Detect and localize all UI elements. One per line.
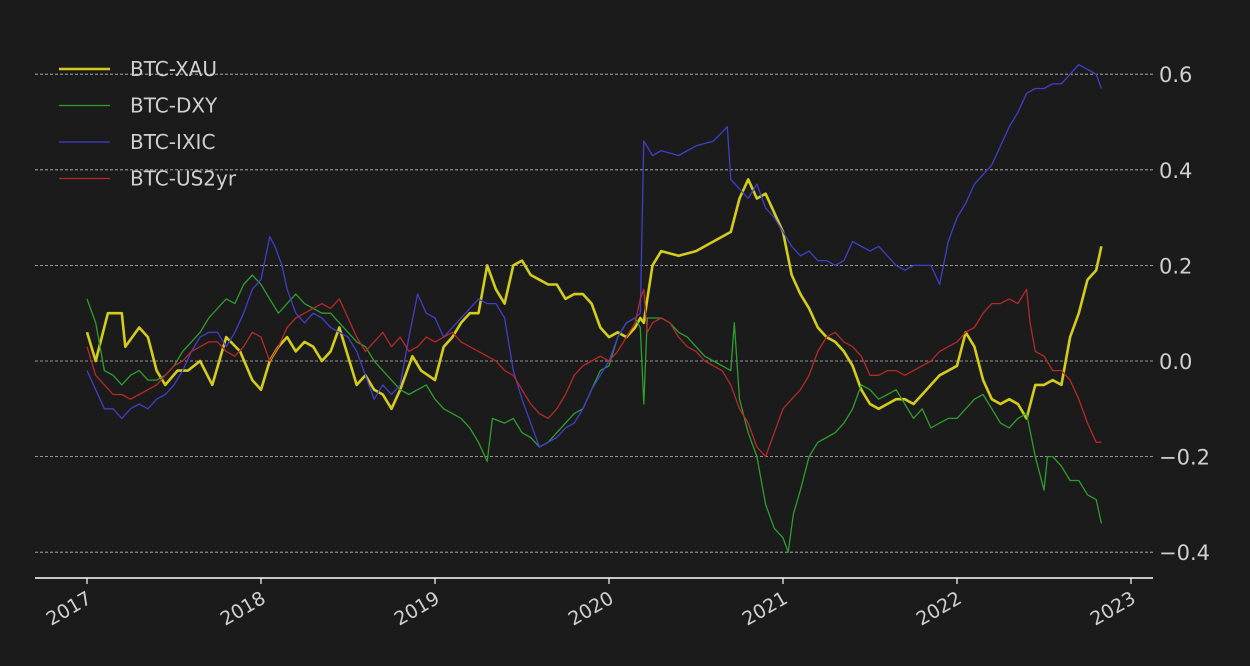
series-line-btc-xau [85, 178, 1103, 420]
y-tick-label: 0.2 [1159, 254, 1192, 278]
series-line-btc-us2yr [86, 288, 1102, 458]
legend-label: BTC-DXY [130, 94, 218, 118]
legend-label: BTC-US2yr [130, 167, 237, 191]
y-tick-label: −0.4 [1159, 541, 1210, 565]
series-lines [85, 63, 1103, 553]
y-tick-label: −0.2 [1159, 446, 1210, 470]
y-axis: 0.6 0.4 0.2 0.0 −0.2 −0.4 [1159, 63, 1210, 565]
grid-lines [35, 73, 1153, 553]
y-tick-label: 0.4 [1159, 159, 1192, 183]
series-line-btc-ixic [86, 63, 1103, 448]
y-tick-label: 0.0 [1159, 350, 1192, 374]
legend-label: BTC-XAU [130, 57, 217, 81]
legend-label: BTC-IXIC [130, 130, 215, 154]
series-line-btc-dxy [86, 274, 1103, 553]
y-tick-label: 0.6 [1159, 63, 1192, 87]
legend: BTC-XAU BTC-DXY BTC-IXIC BTC-US2yr [59, 57, 237, 191]
